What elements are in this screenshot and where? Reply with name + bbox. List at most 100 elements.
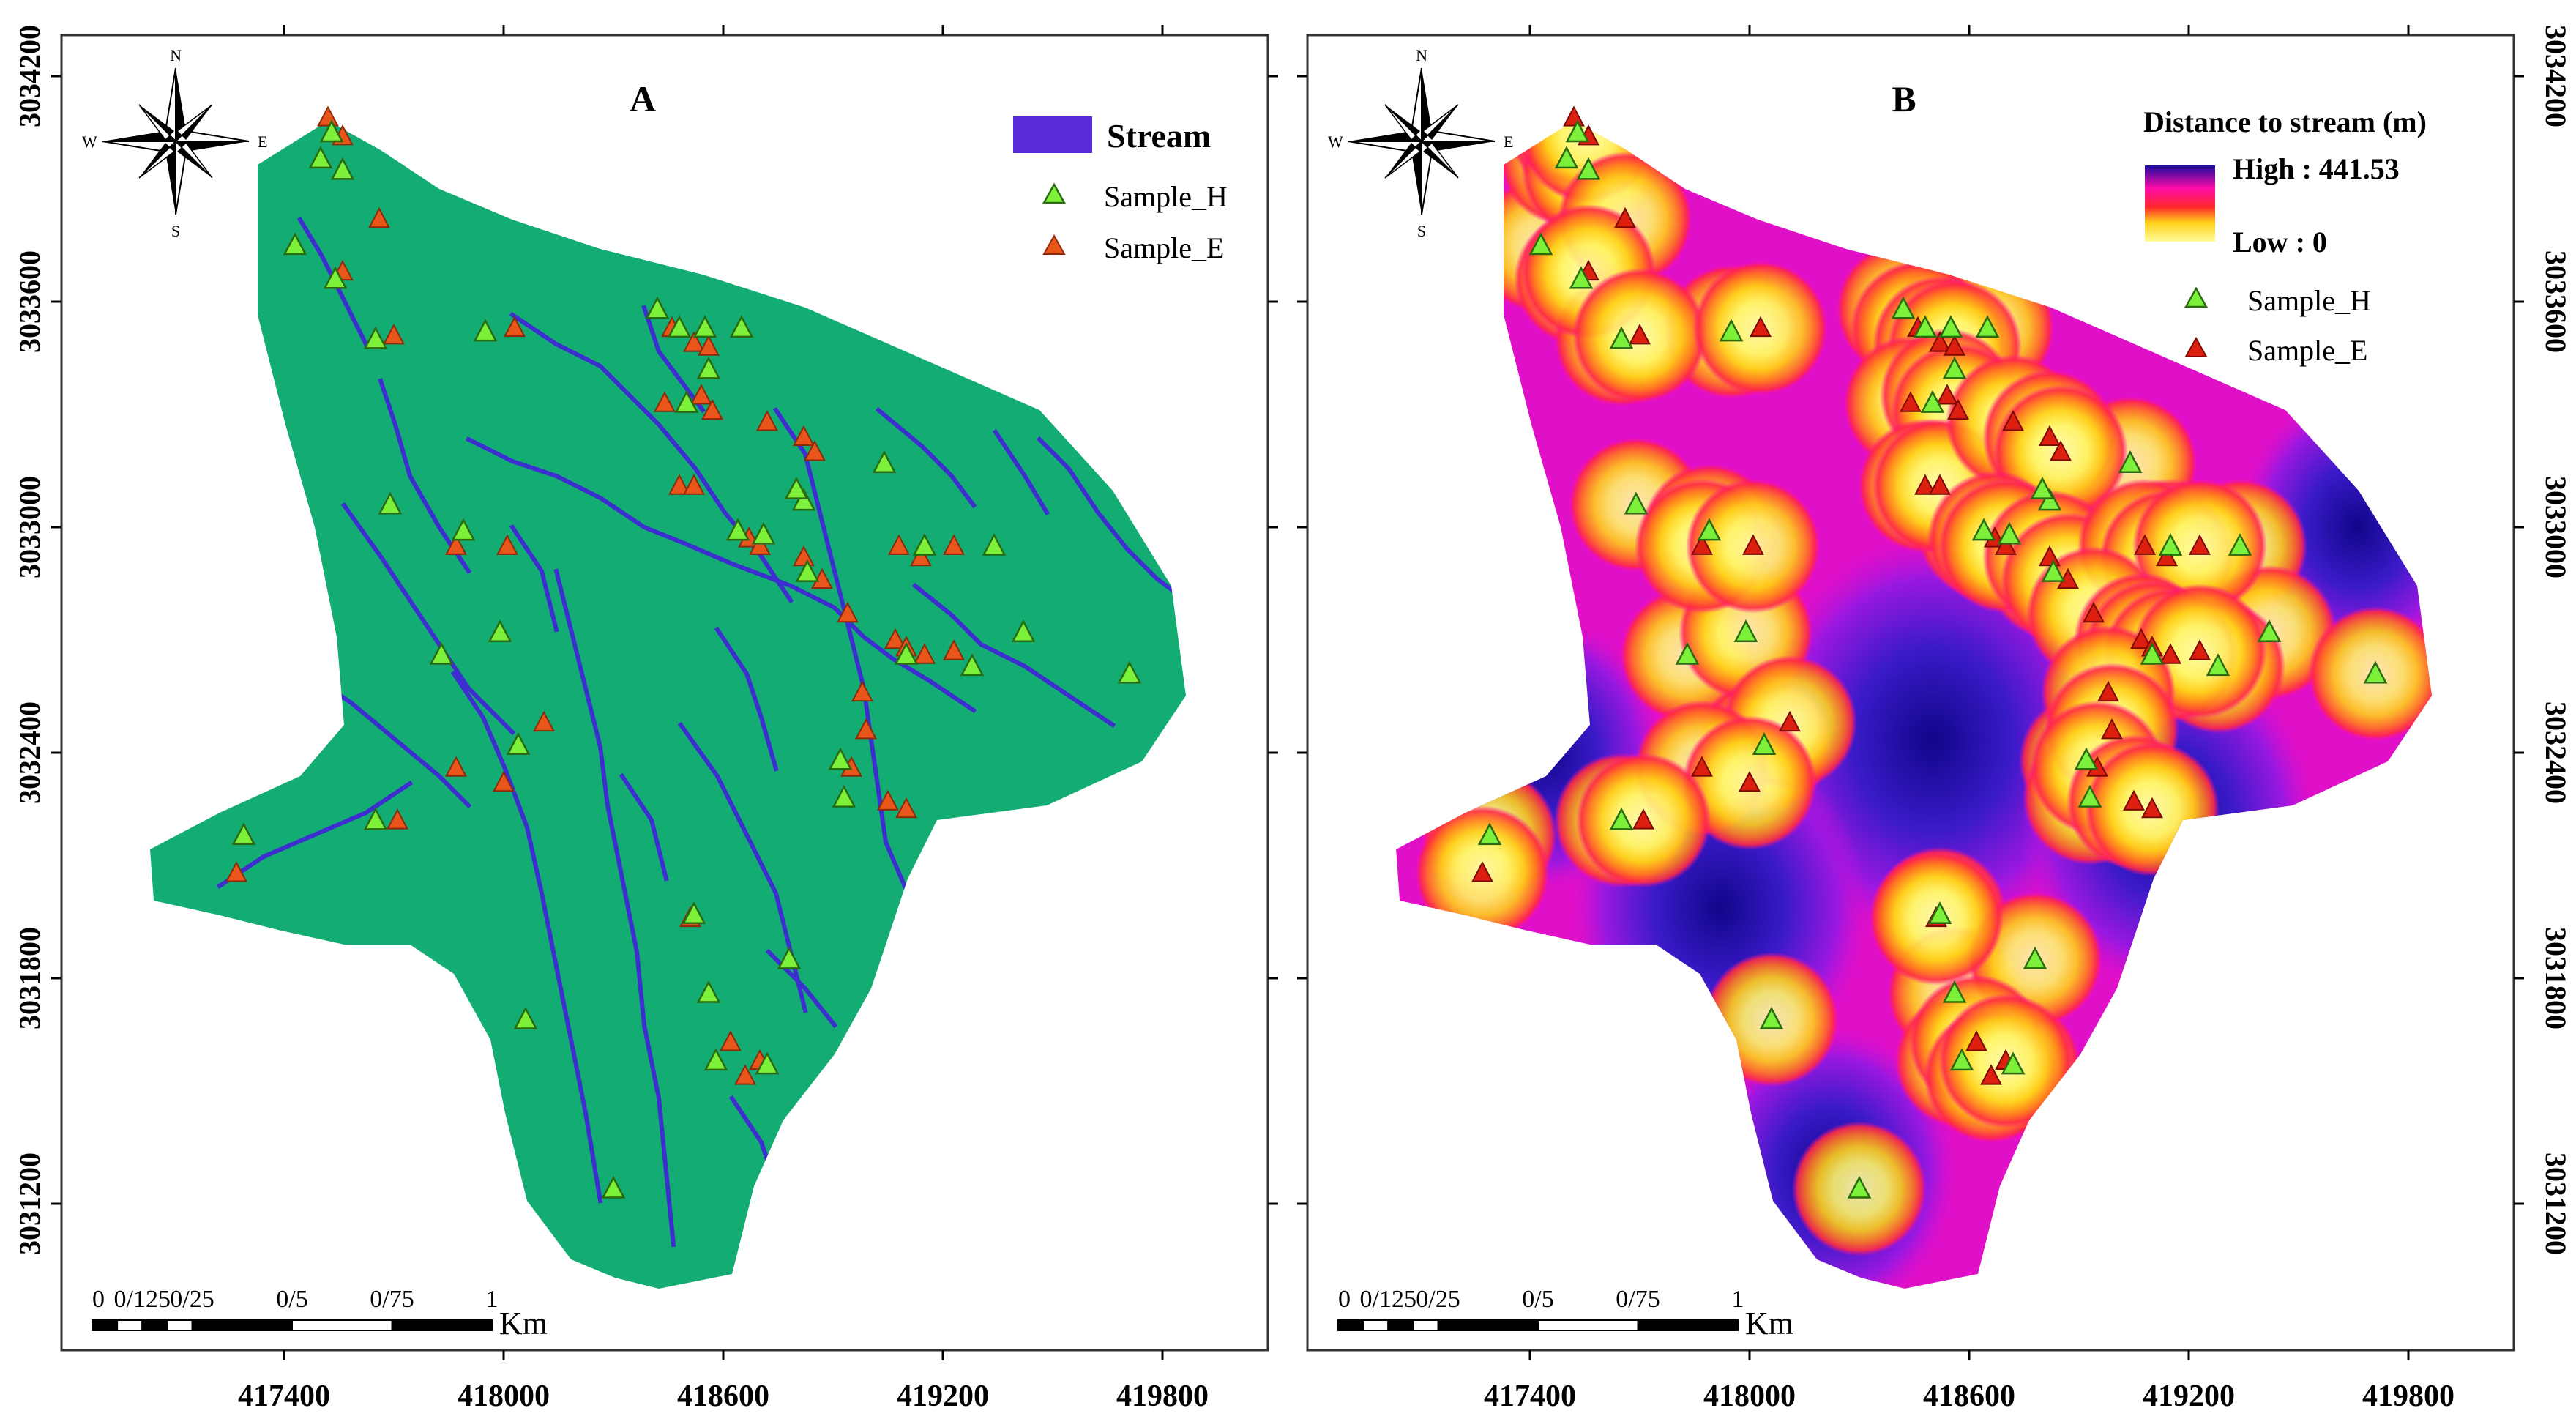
north-label: N <box>170 46 182 64</box>
sample-e-marker <box>943 639 965 660</box>
scale-tick-label: 1 <box>1732 1286 1744 1313</box>
y-tick-label: 3032400 <box>13 701 46 804</box>
scale-tick-label: 1 <box>486 1286 499 1313</box>
sample-h-marker <box>1697 518 1722 541</box>
sample-h-marker <box>1675 641 1700 665</box>
north-label: N <box>1416 46 1427 64</box>
sample-h-marker <box>894 641 919 665</box>
scale-tick-label: 0/25 <box>170 1286 214 1313</box>
compass-rose-icon <box>102 67 250 215</box>
scale-tick-label: 0 <box>1338 1286 1351 1313</box>
sample-h-marker <box>1609 326 1634 349</box>
sample-h-marker <box>2041 559 2066 582</box>
sample-h-marker <box>231 822 256 846</box>
legend-sample-h-marker <box>1042 182 1067 204</box>
sample-h-marker <box>1759 1006 1784 1029</box>
sample-h-marker <box>1942 356 1967 379</box>
sample-h-marker <box>473 319 498 342</box>
sample-h-marker <box>692 315 717 338</box>
sample-e-marker <box>910 545 932 567</box>
sample-e-marker <box>851 680 873 702</box>
sample-h-marker <box>1847 1175 1872 1199</box>
sample-e-marker <box>533 710 555 732</box>
scale-segment <box>1412 1319 1439 1331</box>
sample-h-marker <box>777 946 802 969</box>
sample-h-marker <box>1624 491 1649 515</box>
y-tick-label: 3031200 <box>13 1152 46 1255</box>
stream-line <box>875 406 977 509</box>
sample-e-marker <box>2134 534 2156 555</box>
sample-h-marker <box>363 807 388 830</box>
sample-h-marker <box>729 315 754 338</box>
scale-bar: 0 0/125 0/25 0/5 0/75 1Km <box>1337 1286 1793 1341</box>
panel-a-tick-labels: 417400 418000 418600 419200 419800 3034200 303… <box>13 25 1209 1413</box>
stream-line <box>216 780 414 890</box>
sample-e-marker <box>837 601 859 623</box>
sample-h-marker <box>791 488 816 511</box>
sample-e-marker <box>1691 534 1713 555</box>
stream-line <box>340 502 516 736</box>
sample-h-marker <box>1942 980 1967 1003</box>
sample-e-marker <box>2039 425 2061 446</box>
sample-h-marker <box>912 532 937 556</box>
sample-e-marker <box>1614 206 1636 228</box>
sample-h-marker <box>674 390 699 413</box>
sample-h-marker <box>982 532 1007 556</box>
sample-e-marker <box>1929 331 1951 352</box>
sample-h-marker <box>283 232 307 256</box>
sample-e-marker <box>2050 440 2072 461</box>
scale-bar: 0 0/125 0/25 0/5 0/75 1Km <box>92 1286 548 1341</box>
sample-e-marker <box>1691 756 1713 777</box>
sample-e-marker <box>317 105 339 127</box>
sample-e-marker <box>698 335 720 356</box>
sample-h-marker <box>363 326 388 349</box>
scale-segment <box>166 1319 193 1331</box>
scale-tick-label: 0/5 <box>1522 1286 1553 1313</box>
y-tick-label: 3031800 <box>2539 927 2572 1029</box>
stream-line <box>772 406 911 896</box>
sample-h-marker <box>451 518 476 541</box>
scale-tick-label: 0/75 <box>1616 1286 1660 1313</box>
sample-e-marker <box>749 534 771 555</box>
sample-h-marker <box>682 901 706 924</box>
sample-h-marker <box>2158 532 2183 556</box>
sample-e-marker <box>793 545 815 567</box>
sample-h-marker <box>795 559 820 582</box>
sample-h-marker <box>1011 619 1036 642</box>
sample-h-marker <box>506 732 531 755</box>
sample-e-marker <box>804 440 826 461</box>
y-tick-label: 3033000 <box>2539 476 2572 578</box>
sample-e-marker <box>1629 324 1651 345</box>
y-tick-label: 3033600 <box>2539 250 2572 353</box>
sample-e-marker <box>943 534 965 555</box>
sample-e-marker <box>1965 1030 1987 1051</box>
sample-h-marker <box>2077 784 2102 808</box>
east-label: E <box>1504 133 1513 151</box>
stream-line <box>992 428 1050 516</box>
sample-h-marker <box>832 784 856 808</box>
legend-sample-e-label: Sample_E <box>2247 334 2367 367</box>
sample-h-marker <box>2140 641 2165 665</box>
sample-h-marker <box>2118 450 2143 473</box>
scale-segment <box>1537 1319 1639 1331</box>
sample-h-marker <box>1975 315 2000 338</box>
sample-h-marker <box>429 641 454 665</box>
sample-h-marker <box>1752 732 1777 755</box>
sample-h-marker <box>323 266 348 289</box>
sample-h-marker <box>645 296 670 319</box>
legend-sample-e-label: Sample_E <box>1104 231 1224 264</box>
sample-e-marker <box>701 398 723 420</box>
sample-h-marker <box>1117 660 1142 684</box>
sample-h-marker <box>2030 476 2055 499</box>
scale-tick-label: 0/125 <box>114 1286 171 1313</box>
sample-h-marker <box>2074 747 2099 770</box>
panel-a-axis-ticks <box>51 25 1278 1360</box>
sample-e-marker <box>1900 391 1922 412</box>
x-tick-label: 417400 <box>238 1379 330 1413</box>
scale-segment <box>141 1319 168 1331</box>
x-tick-label: 418000 <box>1703 1379 1796 1413</box>
y-tick-label: 3034200 <box>2539 25 2572 127</box>
sample-e-marker <box>1936 384 1958 405</box>
sample-h-marker <box>667 315 692 338</box>
